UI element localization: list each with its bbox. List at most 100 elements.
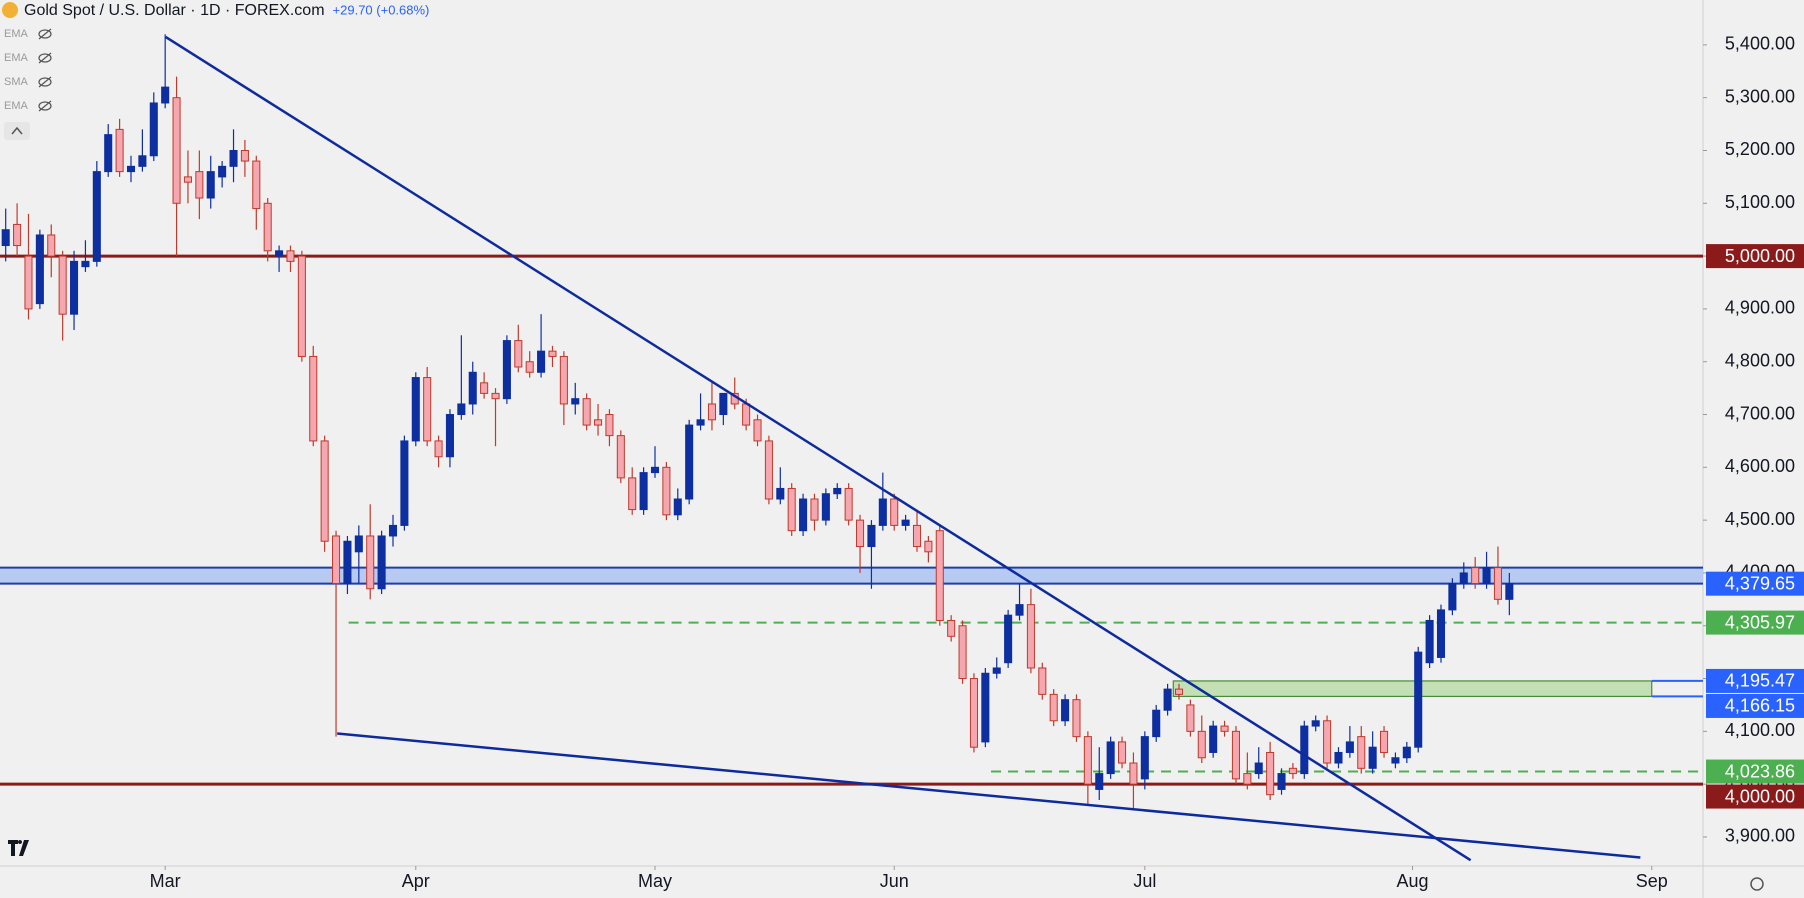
price-label: 4,305.97 [1725, 612, 1795, 632]
trendline [337, 732, 1641, 859]
candle-body [206, 171, 215, 199]
candle-body [1380, 730, 1389, 753]
indicator-label: SMA [4, 76, 29, 88]
candle-body [480, 382, 489, 394]
candle-body [810, 498, 819, 521]
candle-body [935, 530, 944, 621]
candle-body [1277, 773, 1286, 790]
candle-body [878, 498, 887, 526]
zone [0, 567, 1703, 584]
logo [8, 840, 29, 856]
candle-body [776, 487, 785, 500]
candle-body [218, 165, 227, 178]
y-tick-label: 4,500.00 [1725, 509, 1795, 529]
candle-body [1436, 609, 1446, 658]
candle-body [639, 472, 648, 511]
candle-body [354, 535, 363, 553]
candle-body [309, 355, 318, 442]
candle-body [844, 487, 853, 521]
candle-body [1357, 736, 1366, 769]
candle-body [1038, 667, 1047, 695]
price-label-box [1706, 668, 1804, 693]
candle-body [343, 540, 352, 584]
candle-body [457, 403, 466, 416]
price-label: 4,023.86 [1725, 761, 1795, 781]
support-box [1172, 680, 1653, 698]
candle-body [912, 524, 922, 548]
candle-body [1243, 773, 1252, 785]
candle-body [1174, 688, 1184, 695]
visibility-icon[interactable] [38, 29, 52, 39]
candle-body [799, 498, 808, 532]
candle-body [252, 160, 261, 210]
candle-body [138, 155, 147, 167]
candle-body [605, 414, 614, 437]
candle-body [297, 255, 306, 357]
price-label: 4,000.00 [1725, 786, 1795, 806]
y-tick-label: 4,100.00 [1725, 720, 1795, 740]
candle-body [662, 466, 671, 516]
candle-body [195, 171, 204, 199]
candle-body [719, 392, 728, 416]
candle-body [628, 477, 637, 511]
candle-body [58, 255, 67, 315]
candle-body [1026, 604, 1035, 669]
visibility-icon[interactable] [38, 53, 52, 63]
candle-body [650, 466, 660, 474]
candle-body [1106, 741, 1115, 775]
candle-body [240, 149, 249, 162]
y-tick-label: 5,400.00 [1725, 34, 1795, 54]
candle-body [1231, 730, 1240, 780]
candle-body [468, 371, 477, 405]
y-tick-label: 4,900.00 [1725, 298, 1795, 318]
candle-body [525, 361, 534, 373]
candle-body [400, 440, 409, 526]
y-tick-label: 4,700.00 [1725, 403, 1795, 423]
candle-body [981, 672, 990, 743]
candle-body [673, 498, 682, 516]
price-label: 5,000.00 [1725, 246, 1795, 266]
collapse-button[interactable] [4, 122, 30, 140]
visibility-icon[interactable] [38, 77, 52, 87]
candle-body [1220, 725, 1229, 732]
visibility-slash [38, 52, 52, 64]
candle-body [1300, 725, 1309, 775]
x-tick-label: Aug [1397, 871, 1429, 891]
candle-body [1311, 720, 1320, 727]
candle-body [707, 403, 716, 421]
collapse-icon [11, 126, 23, 135]
price-label-box [1706, 244, 1804, 269]
candle-body [1368, 746, 1377, 769]
candle-body [548, 350, 557, 357]
candle-body [1186, 704, 1195, 732]
candle-body [115, 128, 124, 173]
candle-body [1, 229, 10, 247]
indicator-label: EMA [4, 52, 29, 64]
price-label: 4,379.65 [1725, 573, 1795, 593]
candle-body [753, 419, 762, 442]
candle-body [491, 392, 500, 400]
candle-body [787, 487, 796, 532]
settings-button[interactable] [1750, 877, 1764, 891]
candle-body [286, 250, 295, 262]
candle-body [947, 619, 956, 637]
candle-body [1015, 604, 1024, 616]
candle-body [24, 255, 33, 310]
candle-body [275, 250, 284, 257]
candle-body [685, 424, 694, 500]
candle-body [320, 440, 329, 542]
candle-body [377, 535, 386, 590]
candle-body [1345, 741, 1354, 753]
price-label-box [1706, 693, 1804, 718]
y-tick-label: 5,100.00 [1725, 192, 1795, 212]
visibility-icon[interactable] [38, 101, 52, 111]
candle-body [1323, 720, 1332, 764]
candle-body [126, 165, 136, 173]
y-tick-label: 5,200.00 [1725, 139, 1795, 159]
price-label: 4,195.47 [1725, 671, 1795, 691]
candle-body [594, 419, 603, 426]
candle-body [47, 234, 56, 257]
price-label: 4,166.15 [1725, 696, 1795, 716]
